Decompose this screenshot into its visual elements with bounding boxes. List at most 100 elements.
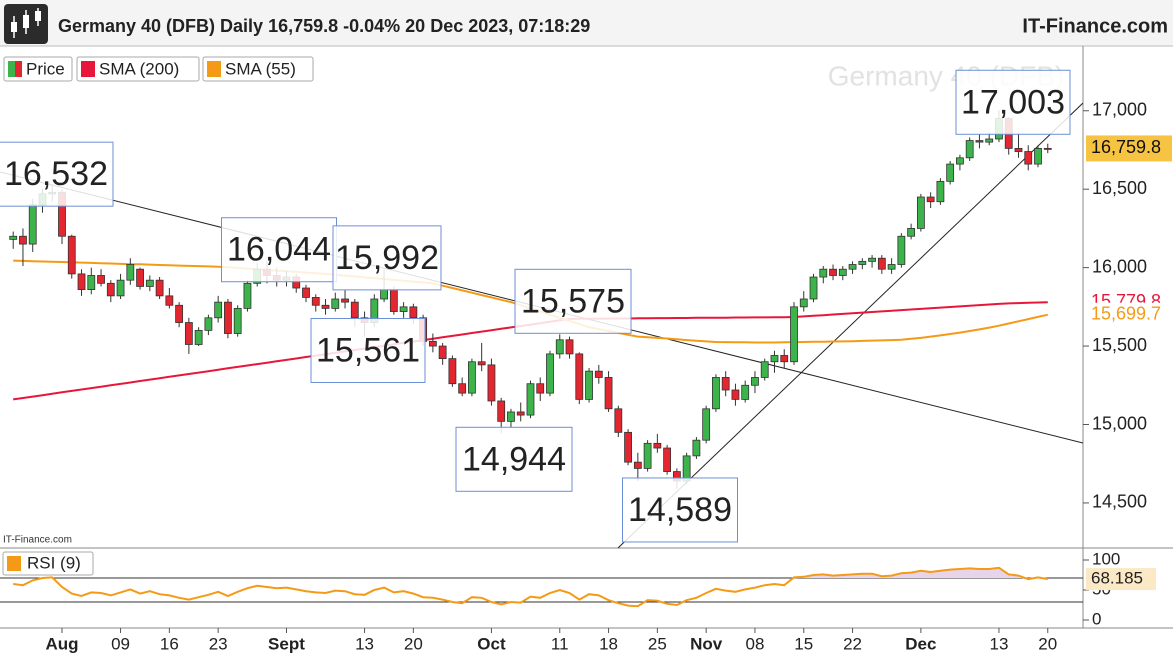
- candle-body: [155, 279, 164, 297]
- candle-body: [907, 228, 916, 237]
- annotation-label: 16,044: [227, 231, 331, 269]
- legend-swatch: [7, 556, 21, 571]
- annotation-box: [455, 426, 573, 492]
- candle-body: [536, 383, 545, 394]
- candle-body: [302, 287, 310, 298]
- app-icon: [4, 4, 48, 44]
- candle-body: [389, 289, 398, 312]
- annotation-box: [955, 69, 1071, 135]
- legend-label: SMA (55): [225, 59, 296, 78]
- candle-body: [829, 268, 837, 276]
- candle-body: [604, 377, 613, 410]
- candle-body: [136, 268, 144, 287]
- x-tick-label: 22: [843, 634, 862, 653]
- annotation-box: [221, 217, 337, 283]
- candle-body: [175, 304, 184, 323]
- candle-body: [956, 157, 964, 165]
- y-tick-label: 14,500: [1092, 492, 1147, 512]
- candle-body: [1014, 147, 1023, 152]
- candle-body: [848, 264, 857, 270]
- candle-body: [877, 257, 886, 270]
- rsi-y-tick-label: 100: [1092, 549, 1120, 568]
- overlay: 14,500 15,000 15,500 16,000 16,500 17,000 16,5…: [0, 56, 1172, 653]
- candle-body: [936, 180, 945, 203]
- candle-body: [712, 377, 720, 410]
- annotation-box: [514, 268, 632, 334]
- rsi-last-label: 68.185: [1091, 569, 1143, 588]
- candle-body: [184, 322, 193, 345]
- candle-body: [233, 308, 242, 334]
- candle-body: [331, 298, 340, 309]
- y-tick-label: 16,000: [1092, 256, 1147, 276]
- x-tick-label: Oct: [477, 634, 506, 653]
- x-tick-label: 13: [989, 634, 1008, 653]
- candle-body: [594, 370, 603, 378]
- candle-body: [819, 268, 828, 278]
- rsi-y-tick-label: 0: [1092, 609, 1101, 628]
- candle-body: [887, 264, 896, 270]
- candle-body: [350, 301, 359, 319]
- rsi-last-box: [1086, 568, 1156, 591]
- candle-body: [28, 204, 37, 245]
- legend-swatch: [15, 61, 22, 77]
- last-price-box: [1086, 135, 1172, 162]
- candle-body: [165, 295, 174, 306]
- x-tick-label: 15: [794, 634, 813, 653]
- annotation-label: 16,532: [4, 155, 108, 193]
- rsi-line: [13, 566, 1048, 608]
- y-tick-label: 15,000: [1092, 413, 1147, 433]
- x-tick-label: Aug: [45, 634, 78, 653]
- annotation-box: [332, 225, 442, 291]
- x-tick-label: Sept: [268, 634, 305, 653]
- header-bar: [0, 0, 1173, 46]
- annotation-label: 17,003: [961, 83, 1065, 121]
- candle-body: [585, 370, 593, 400]
- x-tick-label: 23: [209, 634, 228, 653]
- candle-body: [975, 140, 984, 143]
- candle-body: [243, 282, 252, 309]
- candle-body: [692, 439, 701, 457]
- y-tick-label: 15,500: [1092, 335, 1147, 355]
- x-tick-label: 25: [648, 634, 667, 653]
- candle-body: [507, 411, 515, 422]
- trend-line: [617, 102, 1083, 548]
- legend-box: [2, 551, 94, 576]
- candle-body: [663, 447, 672, 472]
- candle-body: [682, 455, 691, 482]
- candle-body: [526, 383, 535, 416]
- x-tick-label: 18: [599, 634, 618, 653]
- candle-body: [790, 306, 798, 363]
- candle-body: [497, 400, 506, 422]
- x-tick-label: 08: [745, 634, 764, 653]
- candle-body: [780, 355, 789, 363]
- candle-body: [985, 138, 994, 143]
- annotation-label: 14,589: [628, 491, 732, 529]
- candle-body: [946, 163, 955, 182]
- candle-body: [809, 276, 818, 300]
- candle-body: [19, 235, 27, 245]
- annotation-box: [310, 317, 426, 383]
- y-tick-label: 17,000: [1092, 100, 1147, 120]
- candle-body: [838, 268, 847, 276]
- candle-body: [399, 306, 408, 312]
- candle-body: [87, 275, 96, 290]
- candle-body: [126, 264, 135, 281]
- annotation-label: 15,561: [316, 331, 420, 369]
- candle-body: [643, 442, 652, 469]
- source-note: IT-Finance.com: [3, 535, 72, 546]
- candle-body: [624, 431, 632, 463]
- site-name: IT-Finance.com: [1022, 15, 1168, 37]
- legend-label: Price: [26, 59, 65, 78]
- candle-body: [224, 301, 232, 334]
- candle-body: [575, 353, 584, 400]
- candle-body: [409, 306, 418, 319]
- candle-body: [311, 297, 320, 306]
- annotation-label: 14,944: [462, 440, 566, 478]
- candle-body: [555, 339, 564, 355]
- candle-body: [858, 260, 867, 265]
- candle-body: [477, 361, 486, 366]
- candle-body: [9, 235, 18, 240]
- candle-body: [116, 279, 125, 297]
- candle-body: [380, 289, 388, 300]
